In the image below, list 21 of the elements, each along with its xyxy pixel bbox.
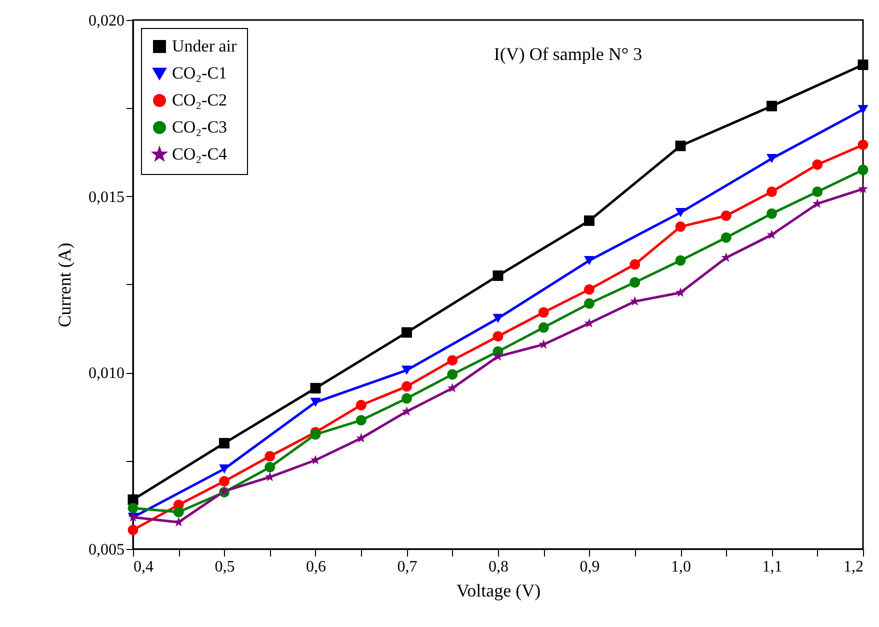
x-axis-title: Voltage (V)	[456, 580, 541, 600]
y-tick-label: 0,010	[88, 365, 124, 382]
y-tick-label: 0,015	[88, 188, 124, 206]
x-tick-label: 0,9	[580, 558, 600, 576]
x-tick-label: 0,4	[134, 558, 154, 576]
x-tick-label: 0,6	[306, 558, 326, 576]
legend-label: Under air	[172, 36, 237, 56]
legend-label: CO₂-C2	[172, 90, 228, 110]
legend-label: CO₂-C1	[172, 64, 228, 82]
x-tick-label: 0,5	[214, 558, 235, 576]
legend-label: CO₂-C4	[172, 144, 228, 164]
x-tick-label: 0,8	[488, 558, 508, 576]
text: I(V) Of sample N° 3	[494, 44, 642, 64]
y-tick-label: 0,005	[88, 542, 124, 558]
x-tick-label: 1,2	[844, 558, 864, 576]
x-tick-label: 1,0	[671, 558, 691, 576]
x-tick-label: 0,7	[397, 558, 418, 576]
y-tick-label: 0,020	[88, 12, 124, 30]
x-tick-label: 1,1	[762, 558, 782, 576]
y-axis-title: Current (A)	[54, 242, 74, 328]
legend-label: CO₂-C3	[172, 118, 228, 136]
